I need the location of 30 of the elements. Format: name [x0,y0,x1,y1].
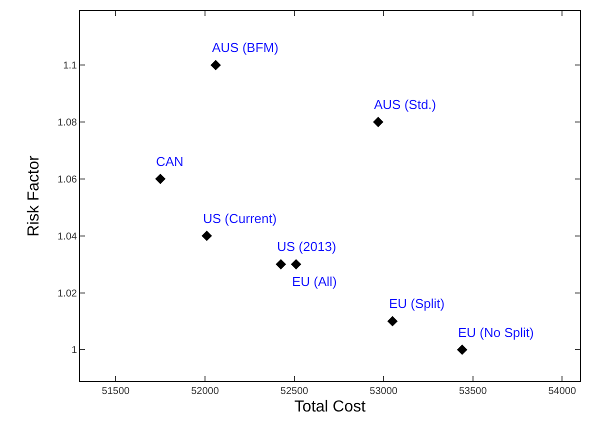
y-tick-label: 1 [71,345,78,356]
point [290,259,302,270]
point [155,174,166,184]
annotation: AUS (Std.) [374,97,436,112]
annotation: US (2013) [277,239,336,254]
y-axis-title: Risk Factor [25,154,42,236]
point [387,316,398,326]
annotation: EU (Split) [389,296,445,311]
y-tick-label: 1.1 [63,60,78,72]
x-tick-label: 53500 [458,386,488,397]
annotation: CAN [156,154,184,169]
x-axis-title: Total Cost [294,398,366,416]
point [202,230,212,242]
annotation: EU (No Split) [458,325,534,340]
x-tick-label: 54000 [548,386,576,397]
x-tick-label: 51500 [102,386,130,397]
annotation: US (Current) [203,211,277,226]
point [456,344,468,355]
x-tick-label: 52500 [280,386,309,397]
point [276,259,286,270]
annotation: AUS (BFM) [212,40,278,55]
x-tick-label: 53000 [370,386,398,397]
annotation: EU (All) [292,274,337,289]
x-tick-label: 52000 [191,386,220,397]
y-tick-label: 1.06 [58,174,78,186]
point [210,60,221,70]
y-tick-label: 1.02 [58,288,78,300]
y-tick-label: 1.08 [58,118,78,128]
point [373,116,384,128]
y-tick-label: 1.04 [58,231,78,242]
